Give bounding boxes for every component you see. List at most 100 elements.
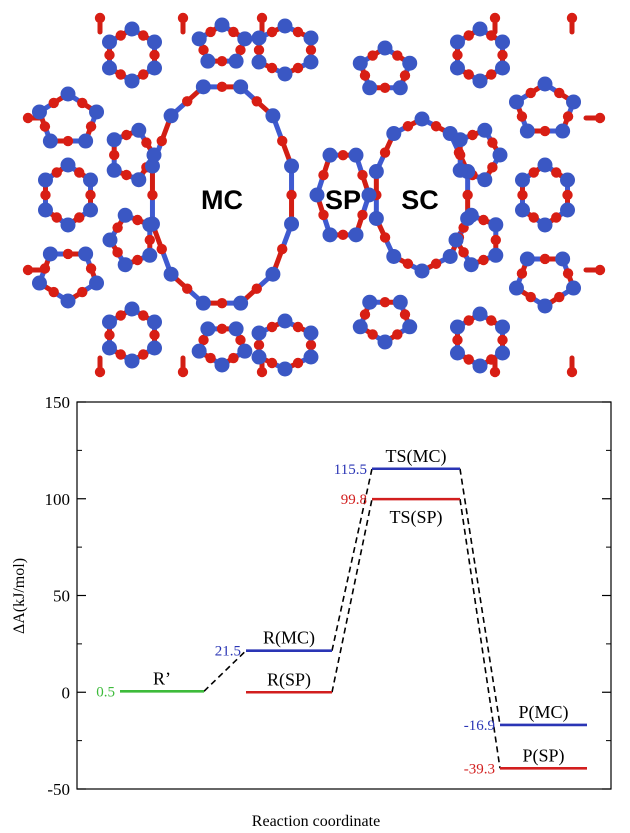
tetrahedral-atom — [352, 55, 368, 71]
oxygen-atom — [112, 247, 123, 258]
plot-frame — [76, 401, 612, 790]
tetrahedral-atom — [377, 334, 393, 350]
oxygen-atom — [486, 354, 497, 365]
oxygen-atom — [357, 169, 368, 181]
tetrahedral-atom — [60, 293, 76, 309]
oxygen-atom — [430, 121, 442, 132]
oxygen-atom — [379, 82, 391, 93]
tetrahedral-atom — [472, 73, 488, 89]
tetrahedral-atom — [214, 17, 230, 33]
tetrahedral-atom — [449, 319, 465, 335]
oxygen-atom — [486, 315, 497, 326]
oxygen-atom — [253, 44, 265, 56]
oxygen-atom — [554, 291, 565, 303]
tetrahedral-atom — [472, 358, 488, 374]
structure-atoms — [22, 12, 606, 378]
tetrahedral-atom — [560, 202, 576, 218]
oxygen-atom — [138, 30, 149, 41]
state-value-tsmc: 115.5 — [334, 462, 367, 478]
oxygen-atom — [359, 70, 371, 81]
tetrahedral-atom — [31, 104, 47, 120]
oxygen-atom — [528, 167, 539, 178]
tetrahedral-atom — [508, 94, 524, 110]
oxygen-atom — [266, 357, 278, 369]
oxygen-atom — [77, 286, 88, 298]
oxygen-atom — [463, 69, 474, 80]
tetrahedral-atom — [60, 86, 76, 102]
connector-tsmc-to-pmc — [459, 468, 501, 726]
tetrahedral-atom — [251, 54, 267, 70]
tetrahedral-atom — [142, 217, 158, 233]
oxygen-atom — [216, 81, 228, 93]
tetrahedral-atom — [277, 313, 293, 329]
tetrahedral-atom — [124, 73, 140, 89]
tetrahedral-atom — [537, 76, 553, 92]
tetrahedral-atom — [449, 60, 465, 76]
energy-profile-chart: -50 0 50 100 150 R’ 0.5 R(MC) 21.5 R(SP) TS(MC) 11… — [11, 393, 612, 830]
oxygen-atom — [566, 366, 578, 378]
oxygen-atom — [266, 26, 278, 38]
tetrahedral-atom — [537, 298, 553, 314]
oxygen-atom — [177, 12, 189, 24]
x-axis-label: Reaction coordinate — [252, 813, 380, 830]
tetrahedral-atom — [147, 60, 163, 76]
oxygen-atom — [402, 258, 414, 269]
y-tick-label: 50 — [53, 587, 70, 606]
oxygen-atom — [463, 354, 474, 365]
oxygen-atom — [40, 189, 51, 201]
y-tick-label: 100 — [45, 490, 71, 509]
oxygen-atom — [463, 30, 474, 41]
channel-label-mc: MC — [201, 185, 243, 215]
oxygen-atom — [554, 87, 565, 99]
oxygen-atom — [292, 357, 304, 369]
tetrahedral-atom — [200, 53, 216, 69]
tetrahedral-atom — [101, 314, 117, 330]
tetrahedral-atom — [495, 34, 511, 50]
tetrahedral-atom — [144, 158, 160, 174]
tetrahedral-atom — [237, 343, 253, 359]
oxygen-atom — [399, 70, 411, 81]
oxygen-atom — [539, 125, 551, 137]
tetrahedral-atom — [348, 147, 364, 163]
state-name-tssp: TS(SP) — [389, 507, 442, 528]
oxygen-atom — [115, 69, 126, 80]
tetrahedral-atom — [106, 162, 122, 178]
oxygen-atom — [277, 243, 288, 255]
oxygen-atom — [121, 169, 132, 181]
tetrahedral-atom — [195, 79, 211, 95]
tetrahedral-atom — [452, 132, 468, 148]
state-value-psp: -39.3 — [464, 761, 495, 777]
state-name-psp: P(SP) — [522, 745, 564, 766]
tetrahedral-atom — [251, 349, 267, 365]
tetrahedral-atom — [303, 30, 319, 46]
oxygen-atom — [367, 329, 378, 340]
tetrahedral-atom — [362, 294, 378, 310]
tetrahedral-atom — [414, 263, 430, 279]
state-value-tssp: 99.8 — [341, 492, 367, 508]
oxygen-atom — [156, 135, 167, 147]
oxygen-atom — [22, 112, 34, 124]
oxygen-atom — [235, 44, 246, 56]
tetrahedral-atom — [514, 202, 530, 218]
tetrahedral-atom — [322, 147, 338, 163]
tetrahedral-atom — [191, 31, 207, 47]
tetrahedral-atom — [124, 353, 140, 369]
oxygen-atom — [149, 329, 160, 341]
oxygen-atom — [562, 111, 574, 122]
oxygen-atom — [551, 212, 562, 223]
oxygen-atom — [115, 349, 126, 360]
tetrahedral-atom — [555, 123, 571, 139]
oxygen-atom — [379, 232, 391, 243]
tetrahedral-atom — [117, 207, 133, 223]
tetrahedral-atom — [352, 319, 368, 335]
tetrahedral-atom — [361, 187, 377, 203]
oxygen-atom — [516, 268, 528, 279]
tetrahedral-atom — [303, 325, 319, 341]
oxygen-atom — [318, 169, 329, 181]
tetrahedral-atom — [78, 133, 94, 149]
oxygen-atom — [115, 310, 126, 321]
tetrahedral-atom — [477, 122, 493, 138]
oxygen-atom — [74, 167, 85, 178]
tetrahedral-atom — [37, 172, 53, 188]
oxygen-atom — [467, 129, 478, 141]
